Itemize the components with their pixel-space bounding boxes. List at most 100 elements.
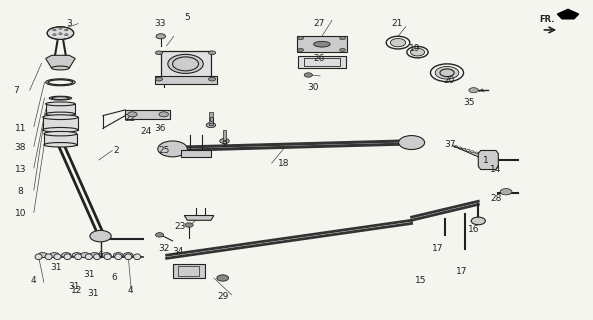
Text: 31: 31 <box>50 263 62 272</box>
Circle shape <box>410 48 425 56</box>
Polygon shape <box>479 150 498 170</box>
Bar <box>44 134 77 145</box>
Circle shape <box>65 29 68 31</box>
Text: 12: 12 <box>71 285 82 295</box>
Circle shape <box>304 73 313 77</box>
Ellipse shape <box>125 254 132 260</box>
Circle shape <box>209 77 216 81</box>
Text: 14: 14 <box>490 165 502 174</box>
Text: 27: 27 <box>313 19 324 28</box>
Text: 34: 34 <box>173 247 184 257</box>
Ellipse shape <box>35 254 42 260</box>
Text: FR.: FR. <box>540 15 555 24</box>
Text: 26: 26 <box>313 54 324 63</box>
Circle shape <box>53 34 56 36</box>
Circle shape <box>155 51 162 55</box>
Circle shape <box>59 33 62 35</box>
Circle shape <box>168 54 203 73</box>
Circle shape <box>156 34 165 39</box>
Circle shape <box>159 112 168 117</box>
Ellipse shape <box>314 41 330 47</box>
Ellipse shape <box>133 254 141 260</box>
Text: 31: 31 <box>68 282 79 292</box>
Circle shape <box>155 233 164 237</box>
Circle shape <box>53 29 56 31</box>
Circle shape <box>209 51 216 55</box>
Text: 30: 30 <box>307 83 319 92</box>
Text: 3: 3 <box>66 19 72 28</box>
Text: 37: 37 <box>444 140 455 148</box>
Circle shape <box>435 67 459 79</box>
Circle shape <box>62 252 71 258</box>
Text: 17: 17 <box>432 244 444 253</box>
Polygon shape <box>46 55 75 68</box>
Bar <box>304 58 340 66</box>
Circle shape <box>158 141 187 157</box>
Text: 1: 1 <box>483 156 488 164</box>
Ellipse shape <box>46 112 75 116</box>
Ellipse shape <box>85 254 93 260</box>
Ellipse shape <box>47 27 74 39</box>
Text: 24: 24 <box>141 127 152 136</box>
Ellipse shape <box>94 254 101 260</box>
Bar <box>46 104 75 114</box>
Text: 17: 17 <box>456 267 467 276</box>
Circle shape <box>155 77 162 81</box>
Ellipse shape <box>45 254 52 260</box>
Circle shape <box>500 188 512 195</box>
Text: 20: 20 <box>443 76 454 85</box>
Circle shape <box>90 230 111 242</box>
Text: 31: 31 <box>83 270 94 279</box>
Circle shape <box>471 217 486 225</box>
Circle shape <box>123 252 133 258</box>
Text: 36: 36 <box>154 124 165 133</box>
Ellipse shape <box>44 132 77 136</box>
Text: 10: 10 <box>14 209 26 219</box>
Text: 32: 32 <box>158 244 170 253</box>
Text: 19: 19 <box>409 44 420 53</box>
Ellipse shape <box>43 115 78 120</box>
Bar <box>209 112 213 125</box>
Text: 8: 8 <box>17 187 23 196</box>
Text: 4: 4 <box>127 285 133 295</box>
Text: 28: 28 <box>490 194 502 203</box>
Text: 2: 2 <box>114 146 119 155</box>
Circle shape <box>298 48 304 52</box>
Circle shape <box>113 252 123 258</box>
Text: 21: 21 <box>391 19 403 28</box>
Ellipse shape <box>104 254 111 260</box>
Circle shape <box>469 88 479 93</box>
Circle shape <box>72 252 82 258</box>
Ellipse shape <box>46 102 75 106</box>
Text: 9: 9 <box>208 117 214 126</box>
Bar <box>43 117 78 130</box>
Circle shape <box>81 252 90 258</box>
Text: 35: 35 <box>464 99 475 108</box>
Text: 13: 13 <box>14 165 26 174</box>
Bar <box>178 266 199 276</box>
Circle shape <box>127 112 137 117</box>
Circle shape <box>38 252 47 258</box>
Polygon shape <box>184 215 214 220</box>
Bar <box>155 76 217 84</box>
Circle shape <box>398 136 425 149</box>
Circle shape <box>217 275 229 281</box>
Circle shape <box>340 36 346 40</box>
Ellipse shape <box>114 254 122 260</box>
Text: 29: 29 <box>217 292 228 301</box>
Text: 6: 6 <box>98 251 103 260</box>
Ellipse shape <box>64 254 71 260</box>
Ellipse shape <box>75 254 82 260</box>
Text: 22: 22 <box>125 114 136 123</box>
Ellipse shape <box>52 66 69 70</box>
Text: 31: 31 <box>87 289 98 298</box>
Circle shape <box>298 36 304 40</box>
Circle shape <box>59 28 62 29</box>
Text: 6: 6 <box>112 273 117 282</box>
Text: 33: 33 <box>154 19 165 28</box>
Text: 25: 25 <box>158 146 170 155</box>
Bar <box>161 51 211 77</box>
Circle shape <box>65 34 68 36</box>
Circle shape <box>390 38 406 47</box>
Text: 11: 11 <box>14 124 26 133</box>
